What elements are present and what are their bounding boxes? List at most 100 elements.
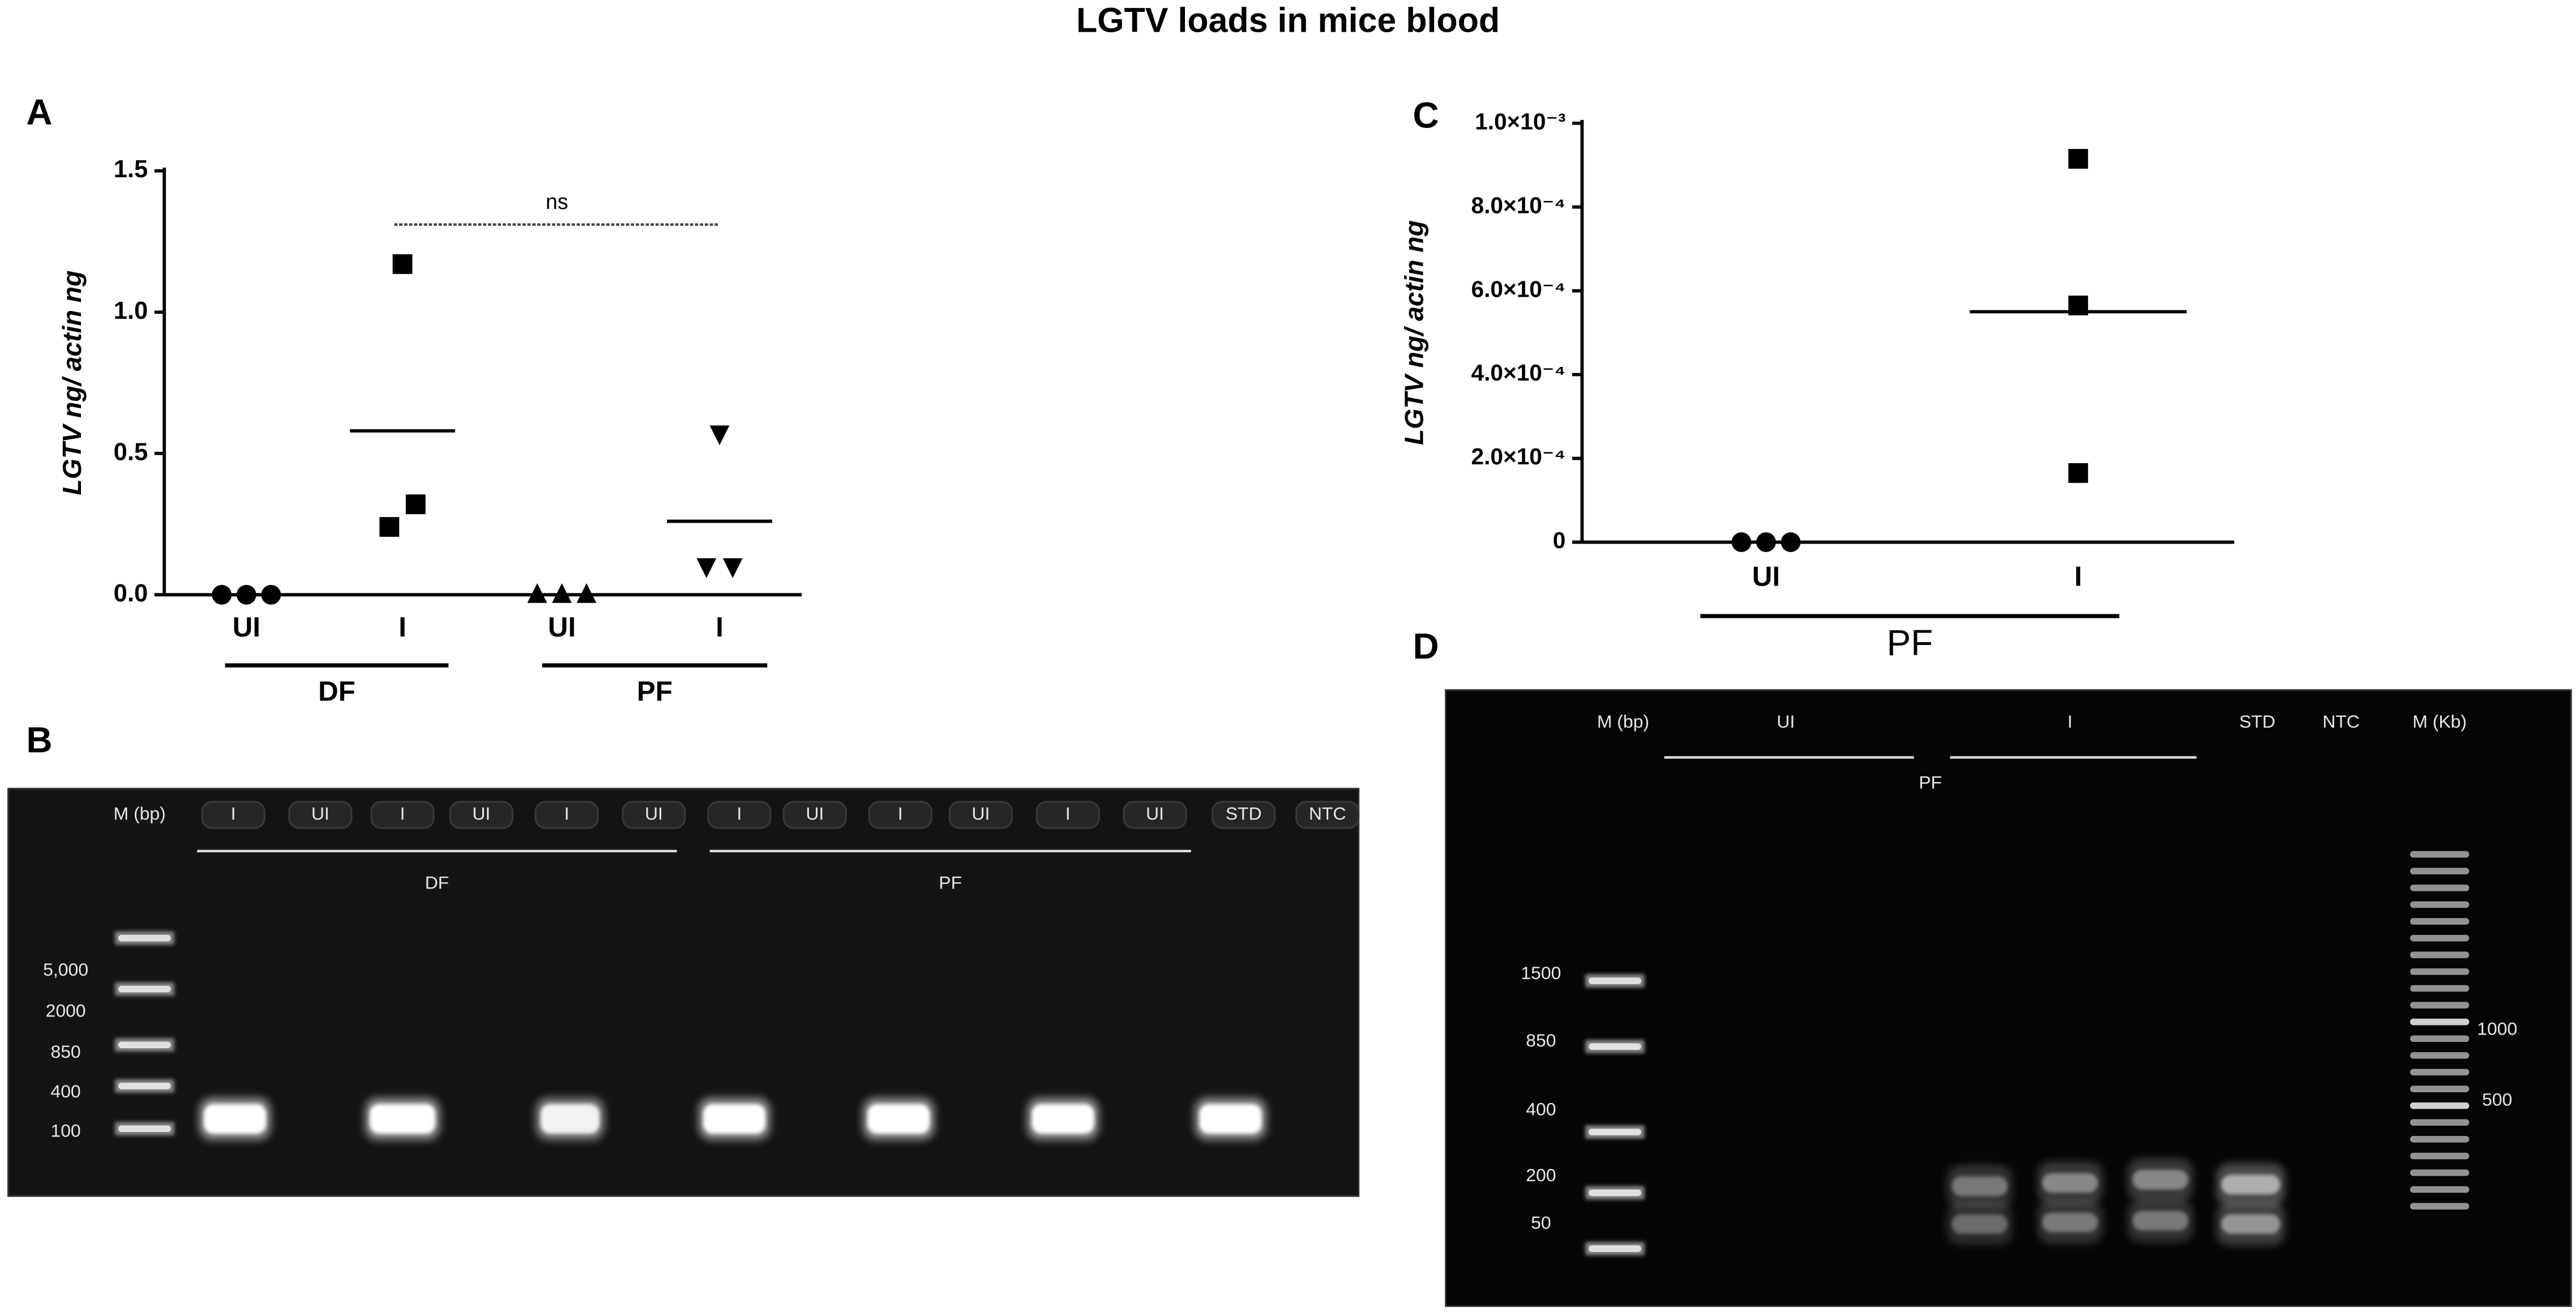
- ladder-band: [2410, 1203, 2470, 1210]
- panel-letter: C: [1413, 95, 1439, 136]
- dna-band: [369, 1104, 435, 1134]
- lane-label: I: [1066, 804, 1071, 824]
- ladder-band: [1589, 1189, 1641, 1197]
- y-tick-label: 1.0×10⁻³: [1475, 108, 1565, 134]
- dna-band: [1952, 1176, 2008, 1197]
- ladder-band: [118, 1125, 171, 1133]
- ladder-band: [2410, 1069, 2470, 1076]
- lane-label: STD: [2239, 711, 2275, 732]
- ladder-band: [2410, 1102, 2470, 1109]
- y-axis-label: LGTV ng/ actin ng: [1400, 220, 1429, 445]
- data-point: [1781, 532, 1801, 552]
- gel-well: [868, 801, 932, 829]
- ladder-band: [2410, 851, 2470, 858]
- figure-title: LGTV loads in mice blood: [1076, 1, 1500, 40]
- ladder-band: [2410, 1018, 2470, 1026]
- panel-letter: A: [26, 92, 52, 133]
- ladder-band: [2410, 918, 2470, 925]
- data-point: [527, 583, 547, 603]
- ladder-label: 5,000: [43, 959, 88, 980]
- ladder-band: [2410, 1035, 2470, 1042]
- ladder-band: [2410, 1002, 2470, 1009]
- gel-well: [449, 801, 514, 829]
- data-point: [379, 517, 400, 537]
- ladder-band: [118, 934, 171, 942]
- gel-well: [1212, 801, 1276, 829]
- ladder-band: [118, 985, 171, 993]
- dna-band: [2042, 1173, 2098, 1193]
- ladder-band: [2410, 985, 2470, 992]
- gel-well: [534, 801, 599, 829]
- lane-label: M (bp): [114, 804, 166, 824]
- lane-label: UI: [311, 804, 330, 824]
- lane-label: STD: [1226, 804, 1262, 824]
- data-point: [405, 494, 426, 515]
- y-tick-label: 0: [1553, 527, 1566, 553]
- data-point: [392, 254, 413, 274]
- ladder-label: 100: [50, 1120, 80, 1140]
- dna-band: [2221, 1214, 2280, 1234]
- ladder-band: [2410, 1136, 2470, 1143]
- dna-band: [2221, 1174, 2280, 1195]
- y-tick-label: 6.0×10⁻⁴: [1471, 276, 1566, 302]
- ladder-band: [118, 1041, 171, 1049]
- ladder-label: 500: [2482, 1089, 2512, 1109]
- ladder-label: 50: [1531, 1212, 1551, 1233]
- gel-group-label: DF: [425, 872, 450, 892]
- dna-band: [867, 1104, 930, 1134]
- ladder-band: [118, 1083, 171, 1089]
- data-point: [696, 558, 717, 578]
- ladder-label: 400: [50, 1081, 80, 1101]
- gel-well: [782, 801, 847, 829]
- gel-well: [622, 801, 686, 829]
- gel-well: [201, 801, 266, 829]
- dna-band: [1199, 1104, 1262, 1134]
- ladder-band: [2410, 1119, 2470, 1126]
- lane-label: UI: [472, 804, 490, 824]
- y-axis-label: LGTV ng/ actin ng: [57, 271, 87, 495]
- data-point: [722, 558, 743, 578]
- x-tick-label: UI: [233, 612, 260, 643]
- gel-well: [1295, 801, 1360, 829]
- lane-label: I: [2068, 711, 2073, 732]
- data-point: [1756, 532, 1776, 552]
- ladder-band: [2410, 968, 2470, 975]
- lane-label: UI: [972, 804, 990, 824]
- gel-well: [288, 801, 353, 829]
- ladder-band: [2410, 951, 2470, 959]
- dna-band: [703, 1104, 766, 1134]
- dna-band: [1032, 1104, 1094, 1134]
- lane-label: I: [898, 804, 903, 824]
- panel-letter: D: [1413, 626, 1439, 666]
- ladder-band: [1589, 977, 1641, 984]
- ladder-band: [1589, 1245, 1641, 1252]
- lane-label: NTC: [1309, 804, 1346, 824]
- ladder-label: 1500: [1521, 963, 1561, 983]
- dna-band: [540, 1104, 600, 1134]
- ladder-band: [2410, 901, 2470, 908]
- lane-label: UI: [1777, 711, 1795, 732]
- gel-well: [1123, 801, 1187, 829]
- gel-well: [370, 801, 435, 829]
- x-tick-label: I: [716, 612, 724, 643]
- data-point: [261, 584, 281, 605]
- y-tick-label: 1.0: [114, 297, 148, 324]
- x-tick-label: UI: [1752, 561, 1780, 592]
- dna-band: [2132, 1211, 2189, 1231]
- ladder-band: [2410, 885, 2470, 891]
- data-point: [576, 583, 597, 603]
- dna-band: [203, 1104, 267, 1134]
- data-point: [212, 584, 232, 605]
- data-point: [709, 425, 730, 446]
- y-tick-label: 8.0×10⁻⁴: [1471, 192, 1566, 218]
- lane-label: UI: [1146, 804, 1164, 824]
- ladder-label: 850: [50, 1041, 80, 1062]
- y-tick-label: 1.5: [114, 156, 148, 183]
- x-tick-label: I: [2074, 561, 2082, 592]
- ladder-label: 2000: [46, 1001, 86, 1021]
- lane-label: M (bp): [1597, 711, 1649, 732]
- ladder-band: [1589, 1129, 1641, 1135]
- data-point: [1731, 532, 1752, 552]
- significance-label: ns: [546, 190, 568, 213]
